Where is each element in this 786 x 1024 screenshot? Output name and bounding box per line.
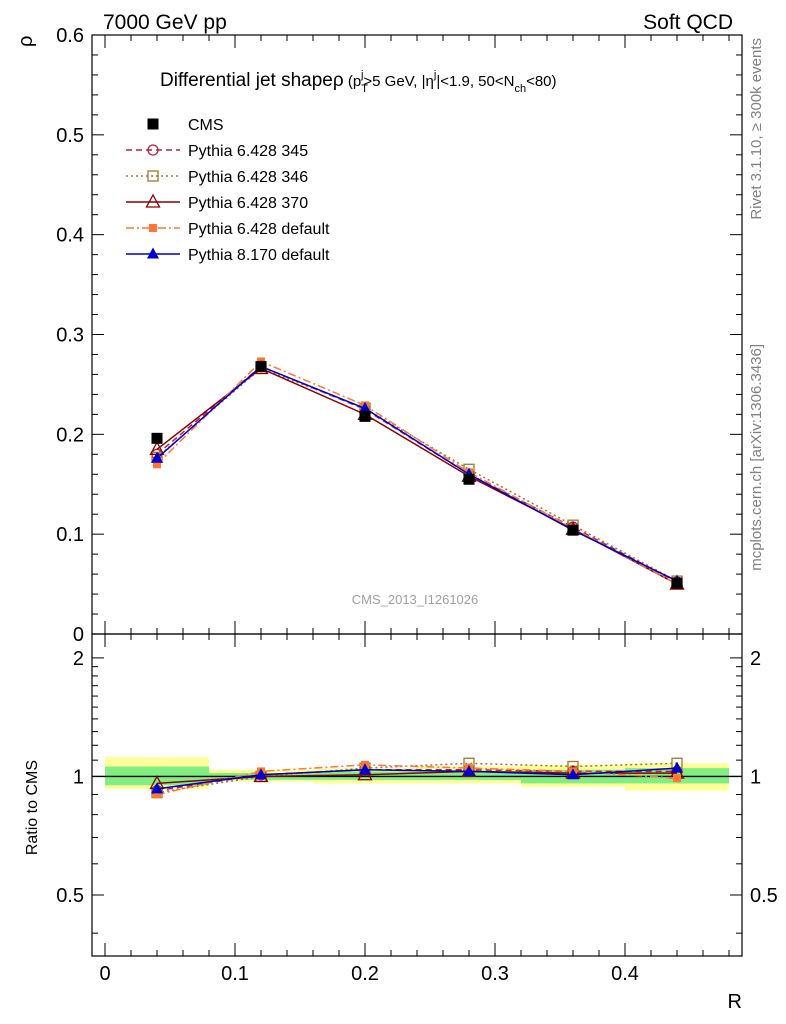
ratio-series-line [156,768,677,792]
data-point [359,401,371,413]
legend-marker [149,224,157,232]
legend-marker [147,118,159,130]
main-panel: 0 0.1 0.2 0.3 0.4 0.5 0.6 [56,25,743,646]
main-y-tick-label: 0.2 [56,424,84,446]
data-point [567,524,579,536]
title-mid: >5 GeV, |η [363,73,433,90]
x-tick-label: 0.4 [611,963,639,985]
mcplots-reference-label: mcplots.cern.ch [arXiv:1306.3436] [748,344,765,571]
ratio-y-tick-label: 1 [73,766,84,788]
series-pythia-6-428-346 [151,362,683,587]
main-y-axis-label: ρ [15,36,37,47]
ratio-series-line [156,762,678,794]
series-pythia-6-428-345 [151,360,683,588]
header-energy-label: 7000 GeV pp [103,11,227,34]
main-y-tick-label: 0.5 [56,125,84,147]
data-point [151,432,163,444]
legend-label: Pythia 6.428 345 [188,143,308,160]
legend-entry: Pythia 6.428 default [126,221,330,238]
series-pythia-6-428-370 [149,360,685,590]
main-panel-title: Differential jet shapeρ (pTj>5 GeV, |ηj|… [160,69,557,95]
data-point [255,360,267,372]
main-y-tick-label: 0.6 [56,25,84,47]
rivet-version-label: Rivet 3.1.10, ≥ 300k events [748,38,765,220]
ratio-y-tick-label-right: 1 [750,766,761,788]
title-open: (p [344,73,362,90]
ratio-y-tick-label-right: 2 [750,648,761,670]
ratio-data-point [153,790,161,799]
legend: CMS Pythia 6.428 345 Pythia 6.428 346 Pythi… [126,117,330,264]
legend-marker [147,170,159,182]
ratio-data-point [567,768,579,780]
title-pt-sub: T [361,83,368,95]
ratio-series-line [156,764,678,796]
ratio-frame [91,633,743,957]
legend-marker [145,193,161,208]
ratio-data-point [673,774,681,783]
title-close: <80) [526,73,556,90]
data-point [359,410,371,422]
ratio-data-point [359,763,371,775]
series-line [156,367,678,582]
legend-entry: Pythia 6.428 345 [126,143,308,160]
legend-marker [147,247,159,259]
main-y-tick-label: 0.4 [56,225,84,247]
title-nch-sub: ch [514,83,526,95]
analysis-watermark: CMS_2013_I1261026 [352,592,479,607]
main-y-tick-label: 0.3 [56,325,84,347]
data-point [151,451,163,463]
legend-entry: CMS [147,117,224,134]
x-axis-label: R [728,991,742,1013]
series-pythia-8-170-default [151,359,683,586]
series-line [156,365,678,582]
header-category-label: Soft QCD [643,11,733,34]
legend-entry: Pythia 8.170 default [126,247,330,264]
title-mid2: |<1.9, 50<N [436,73,514,90]
legend-label: Pythia 6.428 default [188,221,330,238]
ratio-panel: 0.5 0.5 1 1 2 2 0 0.1 0.2 0.3 0.4 [56,633,778,985]
legend-entry: Pythia 6.428 346 [126,169,308,186]
legend-entry: Pythia 6.428 370 [126,193,308,212]
series-line [156,360,678,585]
data-point [671,577,683,589]
x-tick-label: 0.3 [481,963,509,985]
x-tick-label: 0 [99,963,110,985]
series-cms [151,360,683,589]
title-pt-sup: j [360,69,363,81]
title-eta-sup: j [433,69,436,81]
ratio-series-line [156,767,678,790]
ratio-data-point [255,768,267,780]
legend-label: Pythia 8.170 default [188,247,330,264]
ratio-y-axis-label: Ratio to CMS [24,760,41,855]
data-point [463,473,475,485]
data-point [153,460,161,469]
ratio-y-tick-label-right: 0.5 [750,885,778,907]
ratio-data-point [671,761,683,773]
legend-label: CMS [188,117,224,134]
x-tick-label: 0.2 [351,963,379,985]
legend-label: Pythia 6.428 370 [188,195,308,212]
x-tick-label: 0.1 [221,963,249,985]
series-line [156,365,678,583]
legend-label: Pythia 6.428 346 [188,169,308,186]
ratio-series-pythia-8-170-default [151,761,683,794]
legend-marker [147,144,159,156]
ratio-data-point [151,782,163,794]
main-y-tick-label: 0.1 [56,524,84,546]
title-rho: ρ [333,70,344,91]
series-line [156,367,678,585]
ratio-y-tick-label: 0.5 [56,885,84,907]
title-text: Differential jet shape [160,70,333,91]
main-y-tick-label: 0 [73,624,84,646]
ratio-y-tick-label: 2 [73,648,84,670]
ratio-data-point [463,764,475,776]
ratio-inner-band [313,771,417,780]
